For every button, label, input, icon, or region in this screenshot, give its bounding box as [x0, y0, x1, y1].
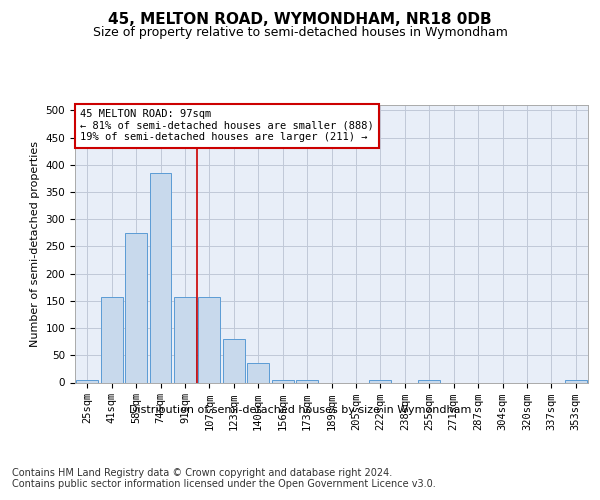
Bar — [101, 297, 122, 382]
Bar — [247, 364, 269, 382]
Bar — [272, 380, 293, 382]
Bar — [199, 297, 220, 382]
Bar — [223, 339, 245, 382]
Bar — [565, 380, 587, 382]
Text: Contains public sector information licensed under the Open Government Licence v3: Contains public sector information licen… — [12, 479, 436, 489]
Bar — [76, 380, 98, 382]
Text: 45, MELTON ROAD, WYMONDHAM, NR18 0DB: 45, MELTON ROAD, WYMONDHAM, NR18 0DB — [108, 12, 492, 28]
Text: 45 MELTON ROAD: 97sqm
← 81% of semi-detached houses are smaller (888)
19% of sem: 45 MELTON ROAD: 97sqm ← 81% of semi-deta… — [80, 109, 374, 142]
Bar — [125, 233, 147, 382]
Text: Size of property relative to semi-detached houses in Wymondham: Size of property relative to semi-detach… — [92, 26, 508, 39]
Text: Contains HM Land Registry data © Crown copyright and database right 2024.: Contains HM Land Registry data © Crown c… — [12, 468, 392, 477]
Text: Distribution of semi-detached houses by size in Wymondham: Distribution of semi-detached houses by … — [129, 405, 471, 415]
Bar — [418, 380, 440, 382]
Y-axis label: Number of semi-detached properties: Number of semi-detached properties — [30, 141, 40, 347]
Bar — [296, 380, 318, 382]
Bar — [149, 173, 172, 382]
Bar — [174, 297, 196, 382]
Bar — [370, 380, 391, 382]
